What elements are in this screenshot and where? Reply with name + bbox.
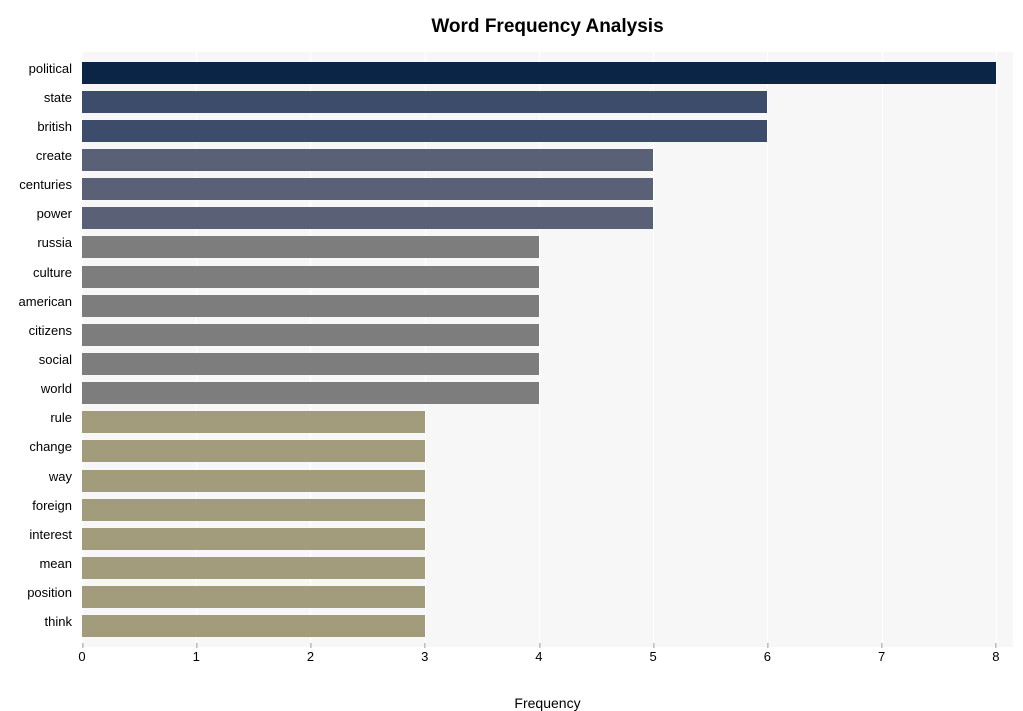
x-tick-label: 7 <box>878 649 885 664</box>
bar <box>82 353 539 375</box>
y-tick-label: political <box>0 58 78 80</box>
bar-row <box>82 266 1013 288</box>
x-tick-label: 3 <box>421 649 428 664</box>
bar-row <box>82 149 1013 171</box>
bar <box>82 382 539 404</box>
bar-row <box>82 236 1013 258</box>
y-tick-label: rule <box>0 407 78 429</box>
bar <box>82 440 425 462</box>
y-tick-label: state <box>0 87 78 109</box>
bar <box>82 207 653 229</box>
bars-group <box>82 52 1013 647</box>
y-tick-label: social <box>0 349 78 371</box>
y-tick-label: mean <box>0 553 78 575</box>
y-tick-label: create <box>0 145 78 167</box>
x-tick-label: 8 <box>992 649 999 664</box>
bar <box>82 266 539 288</box>
x-tick-label: 0 <box>78 649 85 664</box>
bar <box>82 528 425 550</box>
x-tick-label: 6 <box>764 649 771 664</box>
plot-area <box>82 52 1013 647</box>
bar-row <box>82 411 1013 433</box>
bar <box>82 615 425 637</box>
bar <box>82 62 996 84</box>
y-tick-label: centuries <box>0 174 78 196</box>
bar-row <box>82 586 1013 608</box>
bar-row <box>82 470 1013 492</box>
bar-row <box>82 207 1013 229</box>
y-tick-label: think <box>0 611 78 633</box>
bar-row <box>82 91 1013 113</box>
bar-row <box>82 353 1013 375</box>
y-tick-label: foreign <box>0 495 78 517</box>
word-frequency-chart: Word Frequency Analysis political state br… <box>0 0 1023 701</box>
chart-title: Word Frequency Analysis <box>82 16 1013 38</box>
x-tick-label: 1 <box>193 649 200 664</box>
bar-row <box>82 440 1013 462</box>
bar <box>82 324 539 346</box>
y-tick-label: way <box>0 466 78 488</box>
bar-row <box>82 295 1013 317</box>
x-tick-label: 5 <box>650 649 657 664</box>
bar <box>82 149 653 171</box>
bar <box>82 91 767 113</box>
y-tick-label: citizens <box>0 320 78 342</box>
bar <box>82 470 425 492</box>
y-tick-label: british <box>0 116 78 138</box>
y-tick-label: change <box>0 436 78 458</box>
bar-row <box>82 499 1013 521</box>
x-tick-label: 4 <box>535 649 542 664</box>
y-tick-label: world <box>0 378 78 400</box>
bar-row <box>82 557 1013 579</box>
y-tick-label: interest <box>0 524 78 546</box>
bar <box>82 120 767 142</box>
bar-row <box>82 178 1013 200</box>
bar-row <box>82 528 1013 550</box>
y-tick-label: american <box>0 291 78 313</box>
bar-row <box>82 120 1013 142</box>
bar <box>82 499 425 521</box>
bar <box>82 178 653 200</box>
y-tick-label: culture <box>0 262 78 284</box>
bar <box>82 236 539 258</box>
bar-row <box>82 324 1013 346</box>
y-axis-labels: political state british create centuries powe… <box>0 48 78 643</box>
x-tick-label: 2 <box>307 649 314 664</box>
x-ticks: 012345678 <box>82 643 1013 671</box>
y-tick-label: position <box>0 582 78 604</box>
y-tick-label: russia <box>0 232 78 254</box>
bar <box>82 557 425 579</box>
bar-row <box>82 615 1013 637</box>
bar <box>82 295 539 317</box>
bar-row <box>82 62 1013 84</box>
bar <box>82 411 425 433</box>
y-tick-label: power <box>0 203 78 225</box>
bar-row <box>82 382 1013 404</box>
bar <box>82 586 425 608</box>
x-axis-label: Frequency <box>82 695 1013 711</box>
